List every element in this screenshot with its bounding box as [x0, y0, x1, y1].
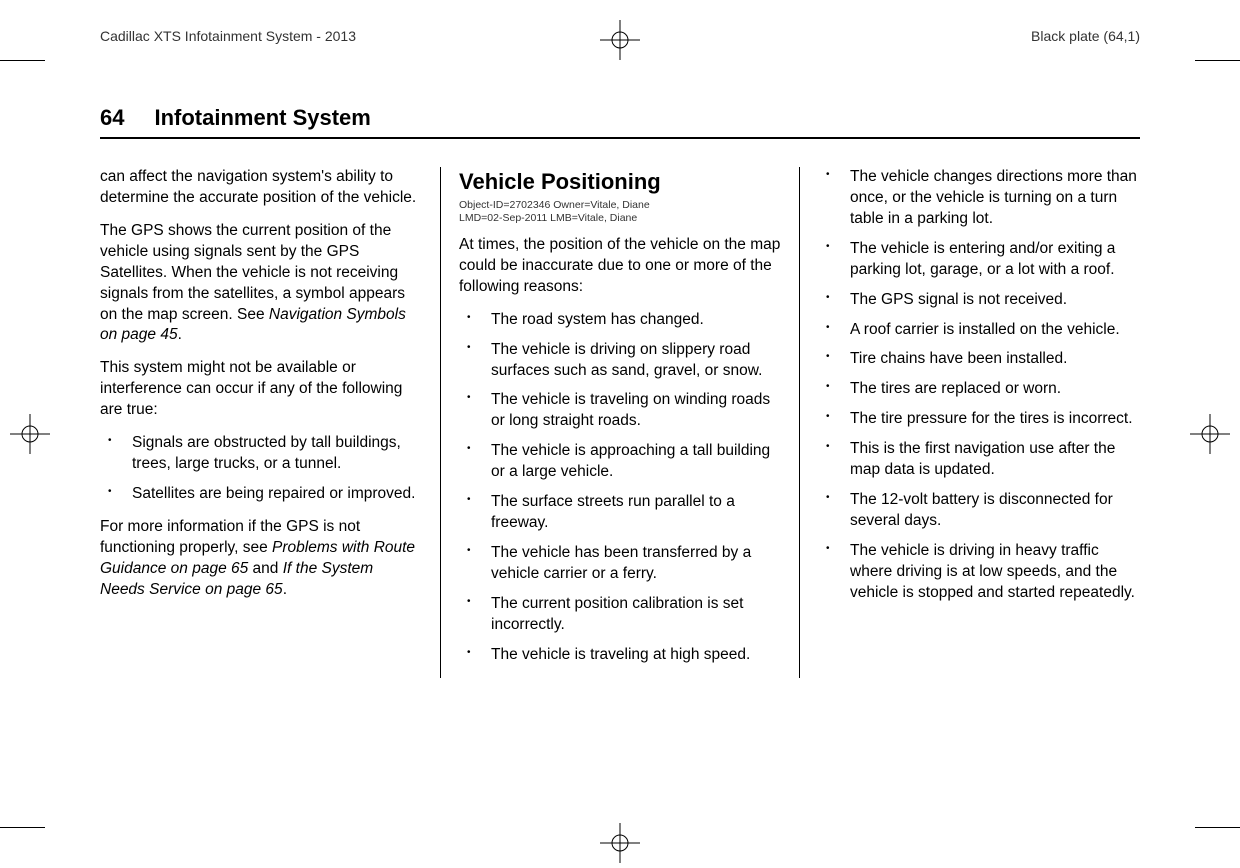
- body-paragraph: For more information if the GPS is not f…: [100, 517, 422, 601]
- crop-mark-icon: [1195, 827, 1240, 828]
- body-paragraph: can affect the navigation system's abili…: [100, 167, 422, 209]
- list-item: The vehicle is driving in heavy traffic …: [818, 541, 1140, 604]
- body-text: .: [178, 326, 182, 343]
- registration-mark-left-icon: [10, 414, 50, 454]
- list-item: The vehicle is traveling at high speed.: [459, 645, 781, 666]
- list-item: The vehicle is traveling on winding road…: [459, 390, 781, 432]
- bullet-list: The road system has changed. The vehicle…: [459, 310, 781, 666]
- metadata-line: Object-ID=2702346 Owner=Vitale, Diane: [459, 199, 650, 211]
- body-paragraph: The GPS shows the current position of th…: [100, 221, 422, 347]
- bullet-list: Signals are obstructed by tall buildings…: [100, 433, 422, 505]
- registration-mark-right-icon: [1190, 414, 1230, 454]
- list-item: The tire pressure for the tires is incor…: [818, 409, 1140, 430]
- list-item: Signals are obstructed by tall buildings…: [100, 433, 422, 475]
- body-text: .: [283, 581, 287, 598]
- crop-mark-icon: [1195, 60, 1240, 61]
- list-item: Tire chains have been installed.: [818, 349, 1140, 370]
- crop-mark-icon: [0, 827, 45, 828]
- list-item: The vehicle is driving on slippery road …: [459, 340, 781, 382]
- list-item: The current position calibration is set …: [459, 594, 781, 636]
- list-item: This is the first navigation use after t…: [818, 439, 1140, 481]
- page-content: 64 Infotainment System can affect the na…: [100, 105, 1140, 678]
- list-item: The surface streets run parallel to a fr…: [459, 492, 781, 534]
- column-1: can affect the navigation system's abili…: [100, 167, 440, 678]
- metadata-line: LMD=02-Sep-2011 LMB=Vitale, Diane: [459, 212, 637, 224]
- header-right-text: Black plate (64,1): [1031, 28, 1140, 44]
- list-item: The road system has changed.: [459, 310, 781, 331]
- column-3: The vehicle changes directions more than…: [800, 167, 1140, 678]
- crop-mark-icon: [0, 60, 45, 61]
- body-paragraph: At times, the position of the vehicle on…: [459, 235, 781, 298]
- body-text: and: [248, 560, 282, 577]
- header-left-text: Cadillac XTS Infotainment System - 2013: [100, 28, 356, 44]
- bullet-list: The vehicle changes directions more than…: [818, 167, 1140, 604]
- list-item: The vehicle has been transferred by a ve…: [459, 543, 781, 585]
- list-item: The GPS signal is not received.: [818, 290, 1140, 311]
- column-2: Vehicle Positioning Object-ID=2702346 Ow…: [441, 167, 799, 678]
- metadata-text: Object-ID=2702346 Owner=Vitale, Diane LM…: [459, 199, 781, 225]
- section-heading: Vehicle Positioning: [459, 167, 781, 197]
- page-title-row: 64 Infotainment System: [100, 105, 1140, 139]
- page-number: 64: [100, 105, 124, 131]
- list-item: The vehicle is approaching a tall buildi…: [459, 441, 781, 483]
- list-item: A roof carrier is installed on the vehic…: [818, 320, 1140, 341]
- list-item: The vehicle changes directions more than…: [818, 167, 1140, 230]
- body-paragraph: This system might not be available or in…: [100, 358, 422, 421]
- registration-mark-bottom-icon: [600, 823, 640, 863]
- list-item: The vehicle is entering and/or exiting a…: [818, 239, 1140, 281]
- page-title: Infotainment System: [154, 105, 370, 131]
- list-item: Satellites are being repaired or improve…: [100, 484, 422, 505]
- registration-mark-top-icon: [600, 20, 640, 60]
- content-columns: can affect the navigation system's abili…: [100, 167, 1140, 678]
- list-item: The 12-volt battery is disconnected for …: [818, 490, 1140, 532]
- list-item: The tires are replaced or worn.: [818, 379, 1140, 400]
